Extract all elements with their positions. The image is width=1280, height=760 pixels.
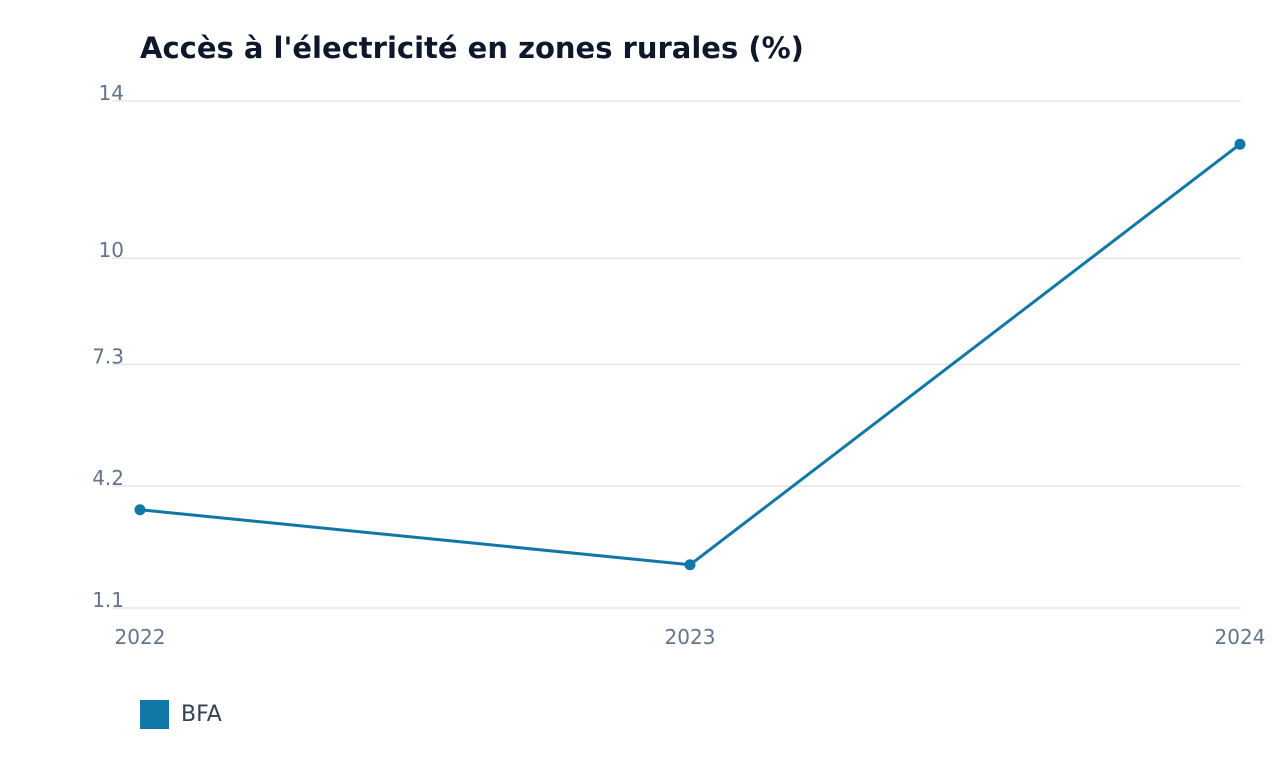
y-axis-ticks: 1.1 4.2 7.3 10 14 [92,81,124,612]
data-point [1234,138,1246,150]
series-line-bfa [138,142,1242,567]
y-tick-label: 14 [99,81,124,105]
legend: BFA [140,700,222,729]
data-point [684,559,696,571]
legend-label-bfa: BFA [181,702,222,727]
gridlines [112,100,1241,609]
series-layer [134,138,1246,571]
x-axis-ticks: 2022 2023 2024 [115,625,1266,649]
x-tick-label: 2024 [1215,625,1266,649]
chart-title: Accès à l'électricité en zones rurales (… [140,31,804,65]
legend-swatch-bfa [140,700,169,729]
x-tick-label: 2023 [665,625,716,649]
x-tick-label: 2022 [115,625,166,649]
y-tick-label: 4.2 [92,466,124,490]
y-tick-label: 7.3 [92,344,124,368]
data-point [134,504,146,516]
y-tick-label: 1.1 [92,588,124,612]
y-tick-label: 10 [99,238,124,262]
